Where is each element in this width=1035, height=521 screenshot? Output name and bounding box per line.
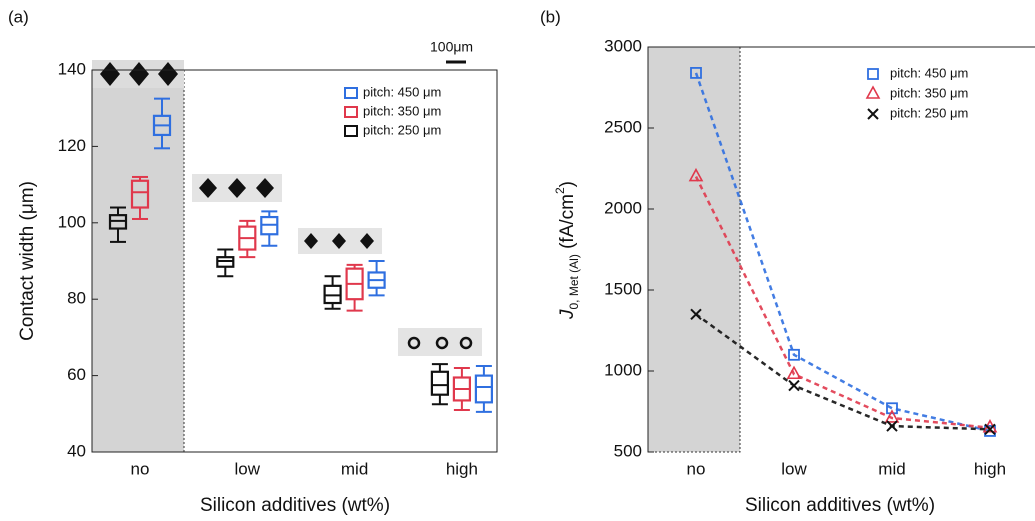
y-tick-label: 100 xyxy=(58,212,86,231)
legend-label: pitch: 350 μm xyxy=(890,85,968,100)
y-label-part: J xyxy=(557,309,578,320)
y-tick-label: 140 xyxy=(58,59,86,78)
marker xyxy=(984,423,996,436)
x-tick-label: mid xyxy=(341,459,368,478)
micrograph-strip xyxy=(192,174,282,202)
y-tick-label: 60 xyxy=(67,365,86,384)
scale-bar-label: 100μm xyxy=(430,39,473,55)
box xyxy=(130,179,150,209)
legend-label: pitch: 450 μm xyxy=(890,65,968,80)
marker xyxy=(867,68,879,80)
y-label-part: (fA/cm xyxy=(557,194,578,254)
micrograph-strip xyxy=(92,60,184,88)
box xyxy=(430,370,449,396)
x-tick-label: no xyxy=(687,459,706,478)
panel-label: (a) xyxy=(8,7,29,26)
x-tick-label: high xyxy=(446,459,478,478)
legend-label: pitch: 250 μm xyxy=(363,122,441,137)
y-tick-label: 120 xyxy=(58,136,86,155)
marker xyxy=(688,167,704,182)
marker xyxy=(867,108,879,120)
x-tick-label: no xyxy=(131,459,150,478)
panel-label: (b) xyxy=(540,7,561,26)
y-tick-label: 2000 xyxy=(604,198,642,217)
x-tick-label: low xyxy=(781,459,807,478)
shaded-region xyxy=(91,69,185,453)
x-tick-label: high xyxy=(974,459,1006,478)
y-tick-label: 1500 xyxy=(604,279,642,298)
legend-icon xyxy=(344,87,358,99)
box xyxy=(474,374,493,404)
x-tick-label: low xyxy=(235,459,261,478)
x-tick-label: mid xyxy=(878,459,905,478)
y-tick-label: 40 xyxy=(67,441,86,460)
legend-icon xyxy=(344,125,358,137)
marker xyxy=(886,420,898,432)
marker xyxy=(788,379,800,392)
shaded-region xyxy=(647,46,741,453)
marker xyxy=(865,85,881,99)
y-tick-label: 80 xyxy=(67,289,86,308)
marker xyxy=(786,365,802,380)
marker xyxy=(884,409,900,423)
legend-label: pitch: 450 μm xyxy=(363,84,441,99)
series-line xyxy=(694,72,991,433)
series-line xyxy=(694,176,991,429)
y-label-part: ) xyxy=(557,181,578,187)
y-tick-label: 1000 xyxy=(604,360,642,379)
y-tick-label: 2500 xyxy=(604,117,642,136)
y-axis-label: J0, Met (Al) (fA/cm2) xyxy=(553,181,581,320)
y-label-part: 2 xyxy=(553,187,567,194)
series-line xyxy=(695,313,991,431)
x-axis-label: Silicon additives (wt%) xyxy=(745,495,935,516)
micrograph-strip xyxy=(398,328,482,356)
y-label-part: 0, Met (Al) xyxy=(567,254,581,309)
legend-label: pitch: 250 μm xyxy=(890,105,968,120)
x-axis-label: Silicon additives (wt%) xyxy=(200,495,390,516)
micrograph-strip xyxy=(298,228,382,254)
marker xyxy=(788,348,800,361)
legend-icon xyxy=(344,106,358,118)
legend-label: pitch: 350 μm xyxy=(363,103,441,118)
y-axis-label: Contact width (μm) xyxy=(17,181,38,341)
y-tick-label: 500 xyxy=(614,441,642,460)
y-tick-label: 3000 xyxy=(604,36,642,55)
marker xyxy=(690,67,702,79)
marker xyxy=(690,308,702,321)
axes-frame xyxy=(91,69,498,453)
marker xyxy=(886,402,898,415)
